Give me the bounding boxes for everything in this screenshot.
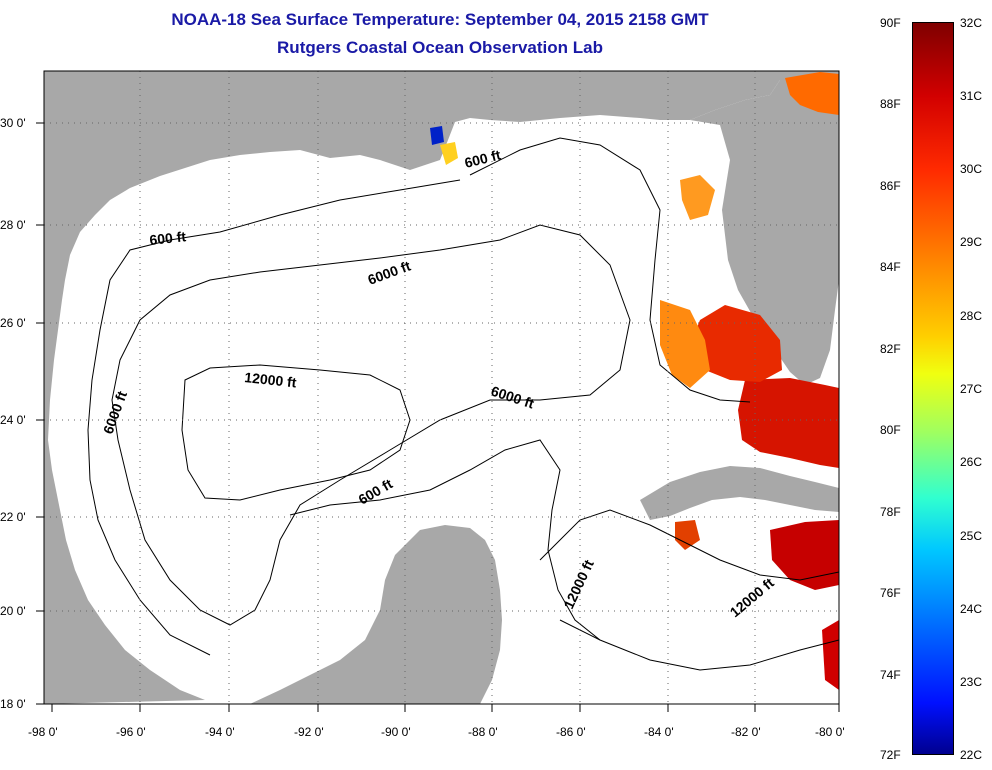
temperature-colorbar [912, 22, 954, 755]
lat-label: 20 0' [0, 604, 26, 618]
contour-600ft-shelf [469, 137, 751, 403]
colorbar-celsius-label: 23C [960, 675, 983, 689]
colorbar-fahrenheit-label: 74F [880, 668, 901, 682]
land-us-gulf-coast [44, 71, 839, 704]
colorbar-fahrenheit-label: 82F [880, 342, 901, 356]
colorbar-fahrenheit-label: 78F [880, 505, 901, 519]
land-cuba [640, 466, 839, 520]
lon-label: -98 0' [28, 725, 58, 739]
colorbar-celsius-label: 30C [960, 162, 983, 176]
lon-label: -90 0' [381, 725, 411, 739]
contour-6000ft [111, 224, 631, 626]
colorbar-fahrenheit-label: 86F [880, 179, 901, 193]
contour-12000ft [181, 364, 411, 501]
lon-label: -94 0' [205, 725, 235, 739]
bathymetry-contours [87, 137, 840, 671]
sst-patch-mississippi [440, 142, 458, 165]
colorbar-celsius-label: 32C [960, 16, 983, 30]
lat-label: 28 0' [0, 218, 26, 232]
sst-patch-east-cuba [770, 520, 839, 590]
land-florida [690, 80, 839, 385]
colorbar-celsius-label: 28C [960, 309, 983, 323]
colorbar-fahrenheit-label: 76F [880, 586, 901, 600]
sst-patch-atlantic [785, 72, 839, 115]
colorbar-celsius-label: 26C [960, 455, 983, 469]
colorbar-fahrenheit-label: 80F [880, 423, 901, 437]
sst-patch-south-edge [822, 620, 839, 690]
colorbar-fahrenheit-label: 90F [880, 16, 901, 30]
colorbar-celsius-label: 27C [960, 382, 983, 396]
depth-label: 600 ft [149, 228, 187, 248]
lon-label: -86 0' [556, 725, 586, 739]
sst-patch-cold-spot [430, 126, 444, 145]
contour-12000ft-south [559, 619, 840, 671]
sst-patch-west-cuba [675, 520, 700, 550]
sst-patch-sw-florida [690, 305, 782, 382]
contour-12000ft-channel [539, 509, 840, 581]
lat-label: 26 0' [0, 316, 26, 330]
map-frame [43, 70, 840, 705]
sst-patch-orange-shelf [660, 300, 710, 388]
map-title: NOAA-18 Sea Surface Temperature: Septemb… [171, 10, 709, 29]
axis-ticks [36, 122, 840, 712]
contour-600ft-yucatan [289, 439, 601, 641]
gridlines [44, 71, 839, 704]
colorbar-celsius-label: 29C [960, 235, 983, 249]
colorbar-celsius-label: 25C [960, 529, 983, 543]
lon-label: -80 0' [815, 725, 845, 739]
map-subtitle: Rutgers Coastal Ocean Observation Lab [277, 38, 603, 57]
lat-label: 22 0' [0, 510, 26, 524]
lon-label: -92 0' [294, 725, 324, 739]
colorbar-celsius-label: 22C [960, 748, 983, 762]
sst-patches [430, 72, 839, 690]
lat-label: 30 0' [0, 116, 26, 130]
colorbar-fahrenheit-label: 88F [880, 97, 901, 111]
sst-patch-big-bend [680, 175, 715, 220]
lat-label: 18 0' [0, 697, 26, 711]
depth-label: 12000 ft [244, 369, 298, 390]
lat-label: 24 0' [0, 413, 26, 427]
contour-600ft-west [87, 179, 461, 656]
lon-label: -88 0' [468, 725, 498, 739]
colorbar-celsius-label: 31C [960, 89, 983, 103]
lon-label: -82 0' [731, 725, 761, 739]
sst-patch-florida-keys [738, 378, 839, 468]
land-yucatan [250, 525, 502, 704]
colorbar-fahrenheit-label: 84F [880, 260, 901, 274]
lon-label: -84 0' [644, 725, 674, 739]
colorbar-celsius-label: 24C [960, 602, 983, 616]
colorbar-fahrenheit-label: 72F [880, 748, 901, 762]
lon-label: -96 0' [116, 725, 146, 739]
